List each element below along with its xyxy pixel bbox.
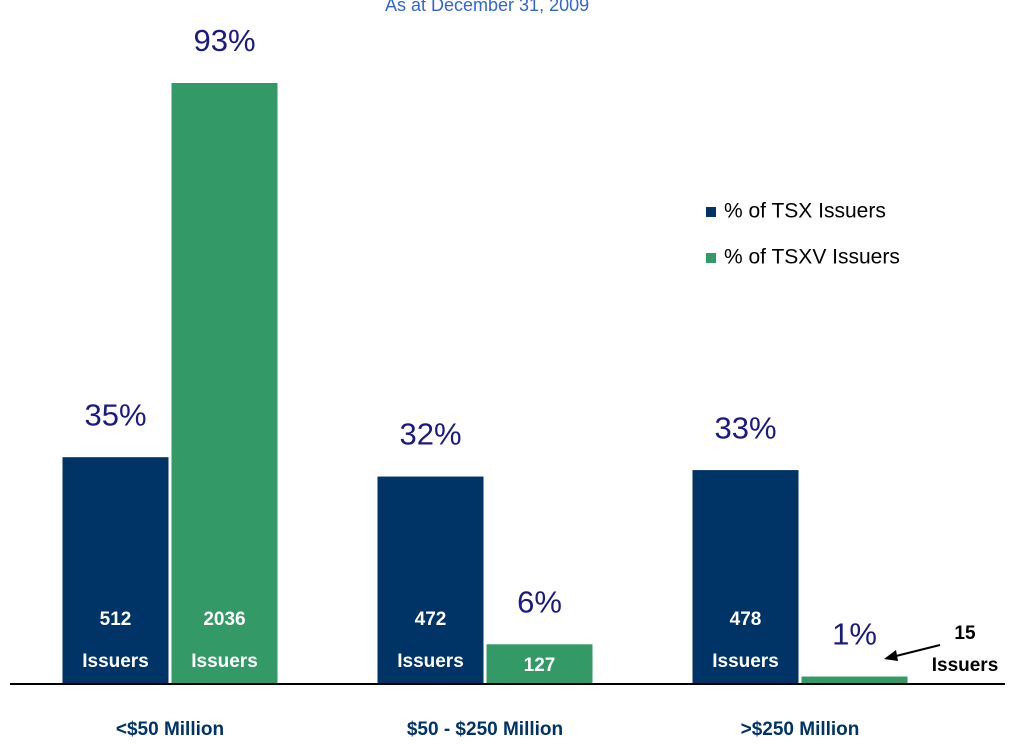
- count-annotation: Issuers: [932, 655, 999, 676]
- value-label: 33%: [714, 410, 776, 445]
- bar: [62, 457, 169, 683]
- value-label: 1%: [832, 617, 877, 652]
- value-label: 35%: [84, 397, 146, 432]
- legend-label: % of TSX Issuers: [724, 200, 886, 223]
- chart-subtitle: As at December 31, 2009: [385, 0, 589, 15]
- x-tick-label: >$250 Million: [741, 719, 860, 740]
- legend-swatch: [706, 253, 716, 263]
- count-label: 512: [100, 609, 132, 630]
- count-label: 127: [524, 655, 556, 676]
- bar: [801, 676, 908, 683]
- bar: [692, 470, 799, 683]
- annotation-arrow: [891, 644, 941, 658]
- legend-swatch: [706, 207, 716, 217]
- annotation-arrowhead: [884, 650, 898, 661]
- x-tick-label: <$50 Million: [116, 719, 224, 740]
- count-label: Issuers: [191, 651, 258, 672]
- value-label: 32%: [399, 417, 461, 452]
- count-label: 478: [730, 609, 762, 630]
- count-label: Issuers: [712, 651, 779, 672]
- count-annotation: 15: [954, 623, 976, 644]
- count-label: Issuers: [397, 651, 464, 672]
- count-label: 2036: [203, 609, 245, 630]
- legend-label: % of TSXV Issuers: [724, 246, 900, 269]
- bar: [377, 476, 484, 683]
- value-label: 93%: [193, 23, 255, 58]
- count-label: Issuers: [82, 651, 149, 672]
- bar: [171, 83, 278, 683]
- value-label: 6%: [517, 584, 562, 619]
- x-tick-label: $50 - $250 Million: [407, 719, 563, 740]
- count-label: 472: [415, 609, 447, 630]
- bar: [486, 644, 593, 683]
